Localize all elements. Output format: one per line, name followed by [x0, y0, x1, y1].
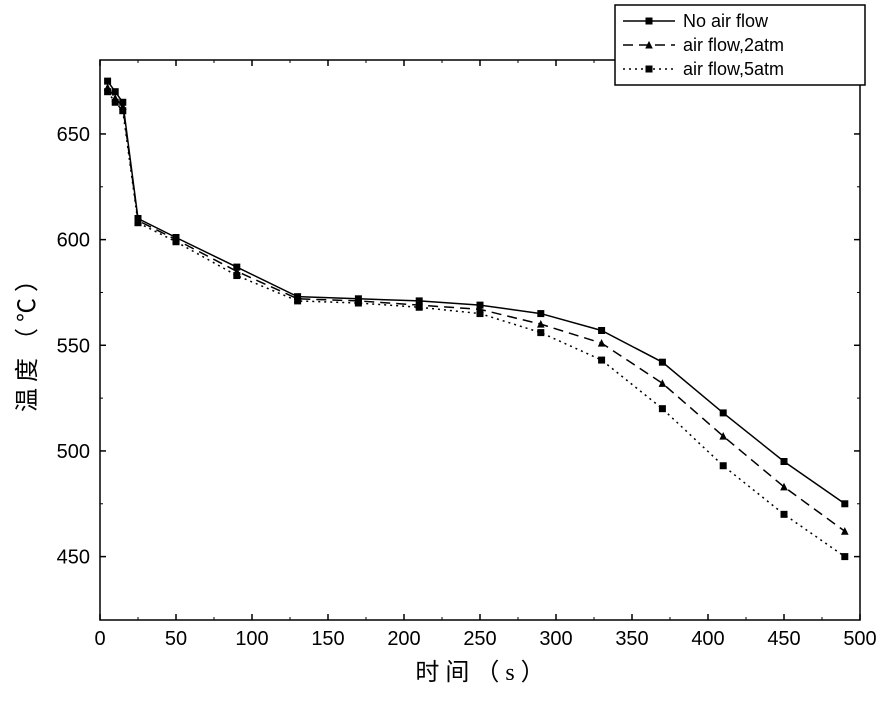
svg-text:100: 100: [235, 628, 268, 650]
chart-container: 0 50 100 150 200 250 300 350 400 450 500 450 500 550 6…: [0, 0, 884, 704]
svg-text:500: 500: [843, 628, 876, 650]
svg-text:450: 450: [767, 628, 800, 650]
chart-svg: 0 50 100 150 200 250 300 350 400 450 500 450 500 550 6…: [0, 0, 884, 704]
svg-text:0: 0: [94, 628, 105, 650]
series-line: [108, 92, 845, 557]
svg-text:550: 550: [57, 335, 90, 357]
legend-label: air flow,2atm: [683, 35, 784, 55]
svg-text:200: 200: [387, 628, 420, 650]
svg-text:50: 50: [165, 628, 187, 650]
svg-text:450: 450: [57, 547, 90, 569]
y-axis-label: 温 度 （ ℃ ）: [14, 268, 41, 412]
svg-text:650: 650: [57, 124, 90, 146]
svg-text:150: 150: [311, 628, 344, 650]
legend-label: No air flow: [683, 11, 769, 31]
legend-label: air flow,5atm: [683, 59, 784, 79]
svg-text:400: 400: [691, 628, 724, 650]
svg-text:600: 600: [57, 230, 90, 252]
svg-text:350: 350: [615, 628, 648, 650]
series-line: [108, 81, 845, 504]
svg-text:250: 250: [463, 628, 496, 650]
series-line: [108, 87, 845, 531]
x-axis-label: 时 间 （ s ）: [415, 659, 544, 686]
svg-text:300: 300: [539, 628, 572, 650]
svg-text:500: 500: [57, 441, 90, 463]
